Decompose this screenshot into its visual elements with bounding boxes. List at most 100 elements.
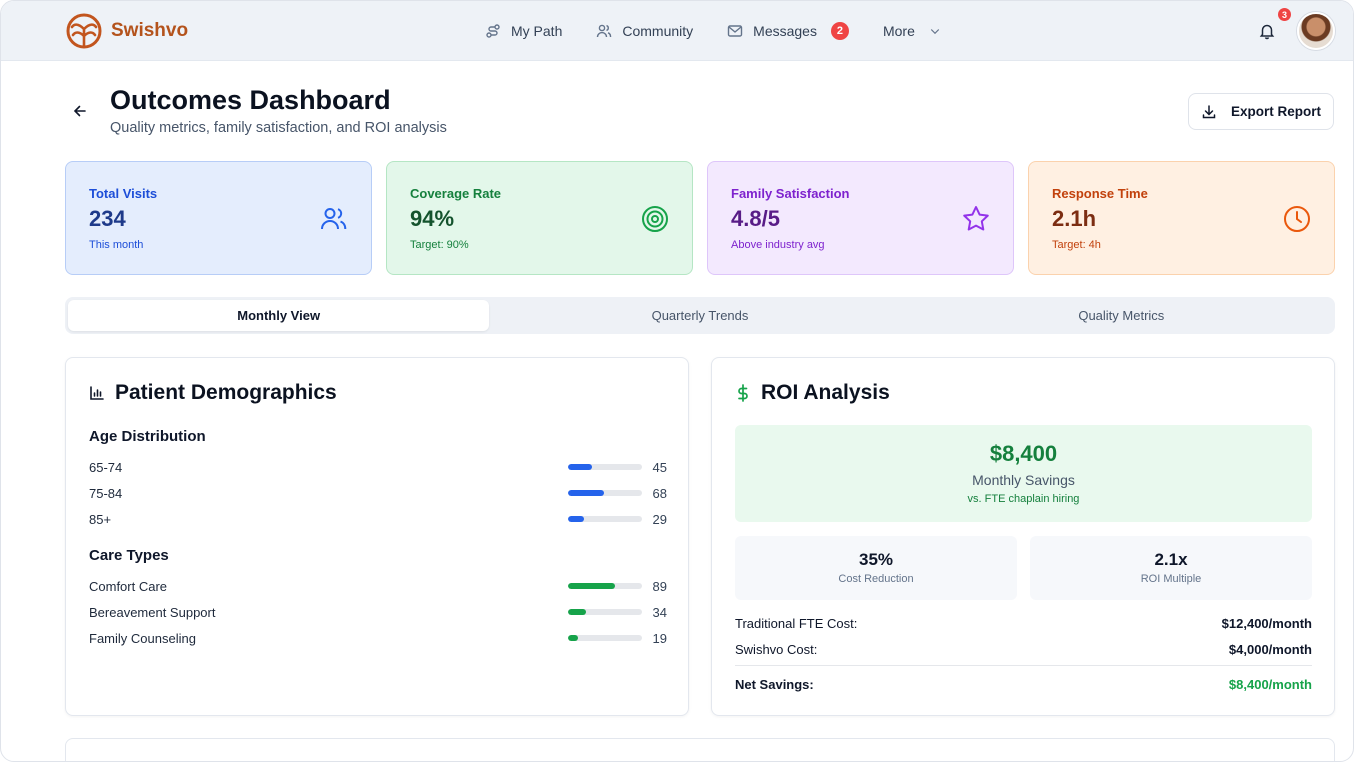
export-report-label: Export Report — [1230, 104, 1321, 119]
brand-name: Swishvo — [111, 20, 189, 41]
messages-badge: 2 — [830, 22, 849, 40]
panel-title-text: Patient Demographics — [115, 381, 337, 404]
cost-label: Swishvo Cost: — [735, 642, 818, 657]
panel-title-text: ROI Analysis — [761, 381, 890, 404]
stat-label: Family Satisfaction — [731, 186, 850, 201]
list-item: 85+ 29 — [89, 510, 667, 528]
download-icon — [1202, 104, 1216, 118]
row-label: Family Counseling — [89, 630, 196, 646]
metric-label: ROI Multiple — [1140, 573, 1202, 585]
page-title: Outcomes Dashboard — [110, 85, 391, 115]
row-value: 29 — [652, 511, 667, 527]
list-item: Comfort Care 89 — [89, 577, 667, 595]
stat-card-coverage-rate: Coverage Rate 94% Target: 90% — [386, 161, 693, 275]
metric-value: 35% — [858, 550, 894, 569]
monthly-savings-box: $8,400 Monthly Savings vs. FTE chaplain … — [735, 425, 1312, 522]
row-value: 45 — [652, 459, 667, 475]
cost-row-traditional: Traditional FTE Cost: $12,400/month — [735, 616, 1312, 631]
stat-label: Response Time — [1052, 186, 1148, 201]
list-item: Family Counseling 19 — [89, 629, 667, 647]
care-types-heading: Care Types — [89, 547, 169, 564]
metric-label: Cost Reduction — [838, 573, 914, 585]
chevron-down-icon — [930, 29, 940, 35]
list-item: 65-74 45 — [89, 458, 667, 476]
nav-label: Community — [622, 23, 694, 39]
cost-value: $4,000/month — [1228, 642, 1312, 657]
nav-label: More — [882, 23, 915, 39]
stat-value: 94% — [410, 206, 455, 231]
panel-title: ROI Analysis — [735, 381, 890, 405]
cost-value: $12,400/month — [1221, 616, 1312, 631]
progress-track — [568, 609, 642, 615]
progress-track — [568, 583, 642, 589]
progress-track — [568, 464, 642, 470]
list-item: Bereavement Support 34 — [89, 603, 667, 621]
row-value: 34 — [652, 604, 667, 620]
export-report-button[interactable]: Export Report — [1188, 93, 1334, 130]
row-label: 85+ — [89, 511, 112, 527]
next-section-card — [65, 738, 1335, 761]
progress-track — [568, 635, 642, 641]
stat-value: 234 — [89, 206, 126, 231]
brand-logo-link[interactable]: Swishvo — [65, 12, 188, 50]
progress-fill — [568, 635, 579, 641]
dollar-icon — [738, 384, 748, 402]
progress-fill — [568, 464, 592, 470]
panel-title: Patient Demographics — [89, 381, 337, 405]
savings-value: $8,400 — [989, 441, 1058, 466]
target-icon — [642, 206, 668, 232]
stat-sub: Target: 4h — [1052, 239, 1101, 251]
notification-badge: 3 — [1278, 8, 1291, 21]
progress-fill — [568, 583, 616, 589]
path-icon — [486, 24, 500, 38]
nav-item-more[interactable]: More — [883, 23, 941, 39]
stat-label: Total Visits — [89, 186, 158, 201]
bar-chart-icon — [90, 386, 104, 400]
star-icon — [963, 206, 989, 231]
tab-quarterly-trends[interactable]: Quarterly Trends — [651, 308, 749, 323]
stat-value: 2.1h — [1052, 206, 1097, 231]
row-label: 75-84 — [89, 485, 123, 501]
nav-item-my-path[interactable]: My Path — [485, 23, 562, 39]
cost-row-net-savings: Net Savings: $8,400/month — [735, 677, 1312, 692]
nav-label: Messages — [753, 23, 817, 39]
nav-item-community[interactable]: Community — [596, 23, 693, 39]
tab-monthly-view[interactable]: Monthly View — [68, 300, 490, 331]
top-nav-bar: Swishvo My Path Community — [1, 1, 1353, 61]
roi-analysis-panel: ROI Analysis $8,400 Monthly Savings vs. … — [711, 357, 1335, 716]
avatar[interactable] — [1297, 12, 1335, 50]
net-savings-value: $8,400/month — [1228, 677, 1312, 692]
age-distribution-heading: Age Distribution — [89, 428, 206, 445]
back-arrow-icon[interactable] — [71, 102, 89, 120]
progress-fill — [568, 516, 584, 522]
progress-fill — [568, 490, 605, 496]
patient-demographics-panel: Patient Demographics Age Distribution 65… — [65, 357, 689, 716]
stat-value: 4.8/5 — [731, 206, 780, 231]
row-value: 19 — [652, 630, 667, 646]
row-label: 65-74 — [89, 459, 123, 475]
mail-icon — [727, 25, 743, 37]
row-label: Bereavement Support — [89, 604, 216, 620]
tab-quality-metrics[interactable]: Quality Metrics — [1078, 308, 1165, 323]
metric-cost-reduction: 35% Cost Reduction — [735, 536, 1017, 600]
view-tabs: Monthly View Quarterly Trends Quality Me… — [65, 297, 1335, 334]
progress-fill — [568, 609, 586, 615]
bell-icon[interactable] — [1258, 22, 1276, 40]
progress-track — [568, 516, 642, 522]
savings-note: vs. FTE chaplain hiring — [967, 493, 1080, 505]
divider — [735, 665, 1312, 666]
metric-roi-multiple: 2.1x ROI Multiple — [1030, 536, 1312, 600]
users-icon — [321, 208, 347, 230]
stat-label: Coverage Rate — [410, 186, 502, 201]
page-subtitle: Quality metrics, family satisfaction, an… — [110, 120, 447, 136]
swishvo-logo-icon — [66, 13, 102, 49]
row-value: 68 — [652, 485, 667, 501]
net-savings-label: Net Savings: — [735, 677, 814, 692]
nav-label: My Path — [511, 23, 563, 39]
stat-sub: Above industry avg — [731, 239, 825, 251]
cost-label: Traditional FTE Cost: — [735, 616, 858, 631]
nav-item-messages[interactable]: Messages 2 — [727, 22, 849, 40]
stat-card-family-satisfaction: Family Satisfaction 4.8/5 Above industry… — [707, 161, 1014, 275]
savings-label: Monthly Savings — [972, 472, 1075, 488]
